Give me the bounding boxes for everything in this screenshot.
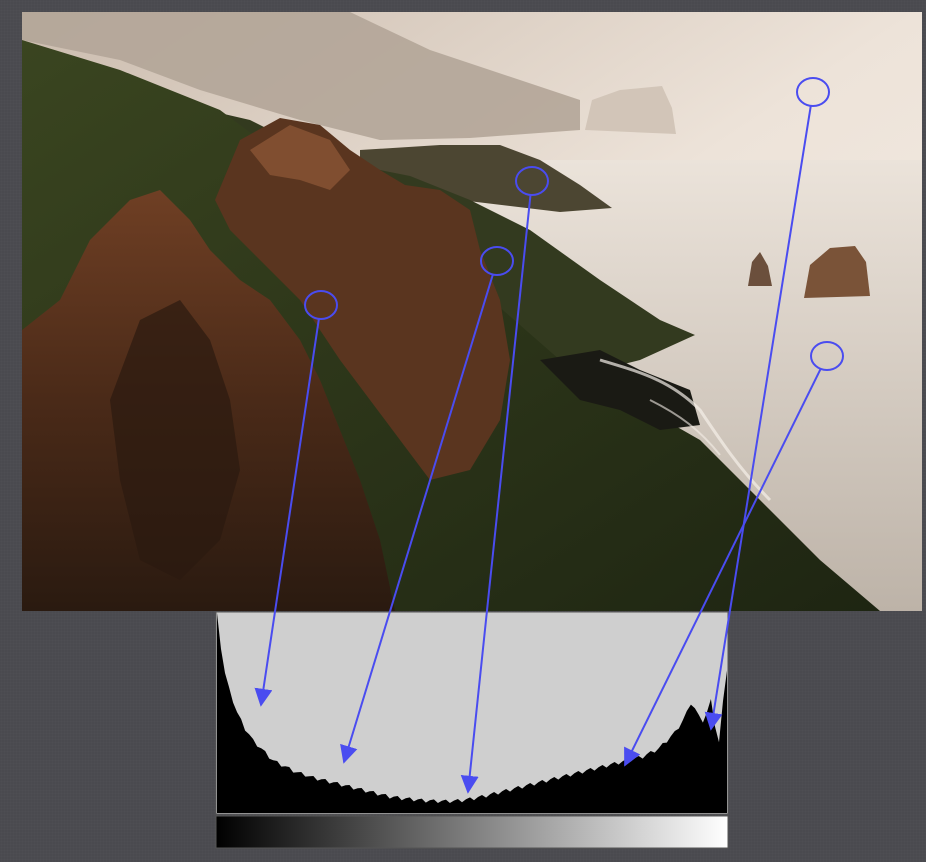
sea-stack-large	[804, 246, 870, 298]
rock-shadow	[110, 300, 240, 580]
callout-hill-shadow	[460, 166, 549, 794]
callout-arrow	[254, 318, 320, 707]
sea-stack-small	[748, 252, 772, 286]
sea-stack-far	[585, 86, 676, 134]
callout-circle	[304, 290, 338, 320]
callout-shadow-rock	[254, 290, 338, 707]
middle-headland	[360, 145, 612, 212]
callout-circle	[810, 341, 844, 371]
gradient-bar	[215, 815, 729, 849]
landscape-photo	[22, 12, 922, 611]
callout-arrow	[340, 274, 494, 764]
callout-circle	[480, 246, 514, 276]
callout-sky	[704, 77, 830, 731]
histogram-panel	[215, 611, 729, 849]
callout-circle	[515, 166, 549, 196]
callout-rock-face	[340, 246, 514, 764]
callout-sea	[624, 341, 844, 767]
coast-rocks	[540, 350, 700, 430]
rock-highlight	[250, 125, 350, 190]
callout-arrow	[624, 368, 822, 767]
callout-layer	[254, 77, 844, 794]
histogram-shape	[217, 613, 727, 813]
callout-circle	[796, 77, 830, 107]
surf-line	[649, 399, 721, 456]
rock-outcrop-center	[215, 118, 510, 480]
surf-line	[599, 358, 772, 502]
callout-arrow	[460, 194, 532, 794]
distant-cliffs	[22, 12, 580, 140]
callout-arrow	[704, 105, 812, 731]
